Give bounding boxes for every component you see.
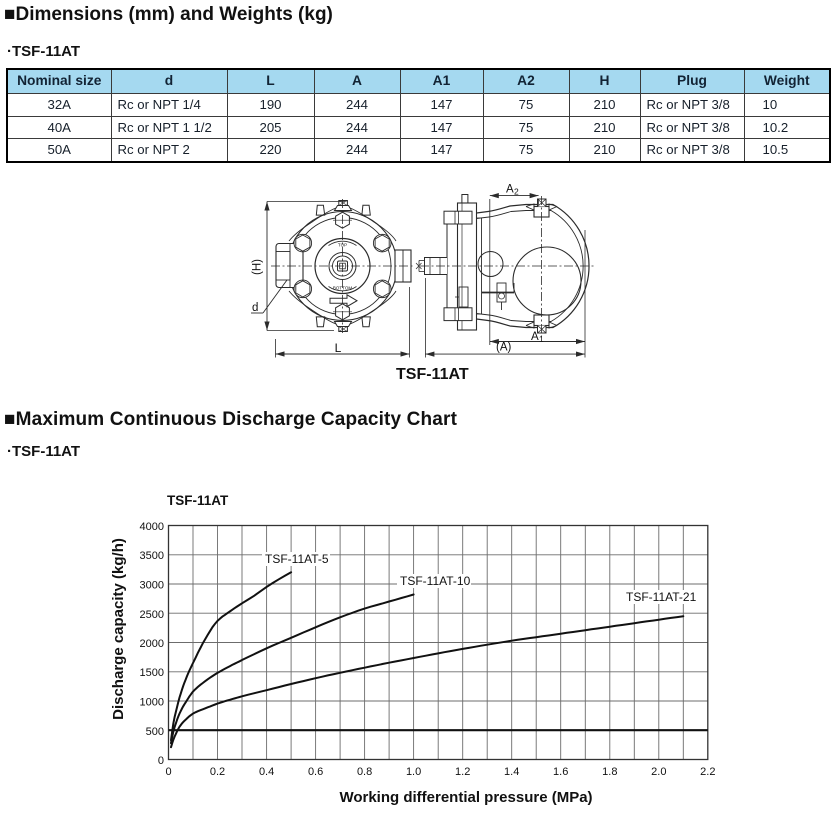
svg-text:TOP: TOP bbox=[338, 243, 347, 248]
svg-text:1500: 1500 bbox=[140, 667, 164, 679]
svg-text:(H): (H) bbox=[252, 259, 264, 275]
svg-text:Working differential pressure: Working differential pressure (MPa) bbox=[339, 789, 592, 806]
svg-text:Discharge capacity (kg/h): Discharge capacity (kg/h) bbox=[110, 538, 127, 720]
svg-text:TSF-11AT-10: TSF-11AT-10 bbox=[400, 574, 471, 588]
svg-text:2500: 2500 bbox=[140, 609, 164, 621]
svg-text:0: 0 bbox=[158, 755, 164, 767]
svg-text:2.0: 2.0 bbox=[651, 766, 666, 778]
svg-text:1000: 1000 bbox=[140, 697, 164, 709]
svg-text:3500: 3500 bbox=[140, 550, 164, 562]
svg-text:1.6: 1.6 bbox=[553, 766, 568, 778]
svg-text:2.2: 2.2 bbox=[700, 766, 715, 778]
svg-text:(A): (A) bbox=[496, 342, 512, 354]
svg-text:0: 0 bbox=[165, 766, 171, 778]
svg-text:TSF-11AT-5: TSF-11AT-5 bbox=[265, 552, 329, 566]
svg-text:2: 2 bbox=[514, 187, 519, 197]
svg-text:L: L bbox=[335, 341, 342, 355]
svg-text:A: A bbox=[506, 184, 514, 196]
svg-text:0.6: 0.6 bbox=[308, 766, 323, 778]
svg-text:TSF-11AT-21: TSF-11AT-21 bbox=[626, 590, 697, 604]
svg-text:4000: 4000 bbox=[140, 521, 164, 533]
svg-text:0.8: 0.8 bbox=[357, 766, 372, 778]
svg-text:1.0: 1.0 bbox=[406, 766, 421, 778]
svg-text:A: A bbox=[531, 331, 539, 343]
svg-text:1.2: 1.2 bbox=[455, 766, 470, 778]
svg-text:2000: 2000 bbox=[140, 638, 164, 650]
svg-text:1.4: 1.4 bbox=[504, 766, 519, 778]
svg-text:TSF-11AT: TSF-11AT bbox=[167, 493, 229, 508]
svg-text:3000: 3000 bbox=[140, 580, 164, 592]
svg-text:d: d bbox=[252, 302, 258, 314]
svg-text:1: 1 bbox=[539, 334, 544, 344]
svg-text:0.4: 0.4 bbox=[259, 766, 274, 778]
svg-text:500: 500 bbox=[146, 726, 164, 738]
svg-text:1.8: 1.8 bbox=[602, 766, 617, 778]
svg-text:0.2: 0.2 bbox=[210, 766, 225, 778]
